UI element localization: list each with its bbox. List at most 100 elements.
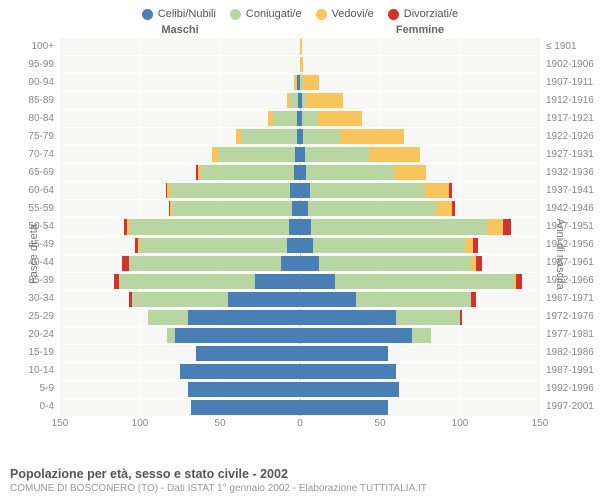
male-bar bbox=[60, 256, 300, 271]
legend-swatch bbox=[388, 9, 399, 20]
bar-segment bbox=[218, 147, 295, 162]
bar-segment bbox=[300, 274, 335, 289]
pyramid-row bbox=[60, 327, 540, 345]
bar-segment bbox=[132, 292, 228, 307]
female-bar bbox=[300, 382, 540, 397]
bar-segment bbox=[167, 328, 175, 343]
birth-label: 1967-1971 bbox=[542, 290, 600, 308]
bar-segment bbox=[292, 201, 300, 216]
header-male: Maschi bbox=[60, 24, 300, 36]
female-bar bbox=[300, 364, 540, 379]
bar-segment bbox=[170, 183, 290, 198]
male-bar bbox=[60, 147, 300, 162]
bar-segment bbox=[273, 111, 297, 126]
pyramid-row bbox=[60, 291, 540, 309]
pyramid-row bbox=[60, 218, 540, 236]
x-tick: 50 bbox=[374, 418, 385, 429]
bar-segment bbox=[290, 93, 298, 108]
bar-segment bbox=[148, 310, 188, 325]
footer: Popolazione per età, sesso e stato civil… bbox=[10, 467, 590, 494]
male-bar bbox=[60, 310, 300, 325]
male-bar bbox=[60, 39, 300, 54]
pyramid-row bbox=[60, 363, 540, 381]
birth-label: 1912-1916 bbox=[542, 92, 600, 110]
pyramid-row bbox=[60, 200, 540, 218]
pyramid-row bbox=[60, 399, 540, 416]
bar-segment bbox=[436, 201, 452, 216]
male-bar bbox=[60, 364, 300, 379]
bar-segment bbox=[302, 111, 318, 126]
female-bar bbox=[300, 201, 540, 216]
male-bar bbox=[60, 400, 300, 415]
male-bar bbox=[60, 238, 300, 253]
birth-label: 1902-1906 bbox=[542, 56, 600, 74]
birth-label: 1952-1956 bbox=[542, 236, 600, 254]
bar-segment bbox=[201, 165, 294, 180]
chart-title: Popolazione per età, sesso e stato civil… bbox=[10, 467, 590, 481]
birth-label: 1997-2001 bbox=[542, 398, 600, 416]
bar-segment bbox=[188, 310, 300, 325]
female-bar bbox=[300, 165, 540, 180]
bar-segment bbox=[308, 201, 436, 216]
female-bar bbox=[300, 219, 540, 234]
bar-segment bbox=[241, 129, 297, 144]
bar-segment bbox=[290, 183, 300, 198]
male-bar bbox=[60, 292, 300, 307]
bar-segment bbox=[306, 165, 394, 180]
bar-segment bbox=[188, 382, 300, 397]
bar-segment bbox=[449, 183, 452, 198]
bar-segment bbox=[306, 93, 343, 108]
bar-segment bbox=[487, 219, 503, 234]
bar-segment bbox=[281, 256, 300, 271]
bar-segment bbox=[191, 400, 300, 415]
birth-label: 1947-1951 bbox=[542, 218, 600, 236]
bar-segment bbox=[255, 274, 300, 289]
male-bar bbox=[60, 201, 300, 216]
bar-segment bbox=[335, 274, 514, 289]
bar-segment bbox=[300, 201, 308, 216]
female-bar bbox=[300, 274, 540, 289]
bar-segment bbox=[175, 328, 300, 343]
age-label: 25-29 bbox=[0, 308, 58, 326]
x-tick: 50 bbox=[214, 418, 225, 429]
female-bar bbox=[300, 111, 540, 126]
female-bar bbox=[300, 400, 540, 415]
bar-segment bbox=[476, 256, 482, 271]
birth-label: 1937-1941 bbox=[542, 182, 600, 200]
bar-segment bbox=[369, 147, 420, 162]
pyramid-row bbox=[60, 345, 540, 363]
age-label: 0-4 bbox=[0, 398, 58, 416]
header-female: Femmine bbox=[300, 24, 540, 36]
bar-segment bbox=[300, 39, 302, 54]
bar-segment bbox=[305, 147, 369, 162]
legend-swatch bbox=[230, 9, 241, 20]
chart: 100+95-9990-9485-8980-8475-7970-7465-696… bbox=[0, 38, 600, 416]
female-bar bbox=[300, 93, 540, 108]
bar-segment bbox=[313, 238, 465, 253]
gender-headers: Maschi Femmine bbox=[0, 24, 600, 38]
age-label: 85-89 bbox=[0, 92, 58, 110]
legend-swatch bbox=[316, 9, 327, 20]
age-label: 100+ bbox=[0, 38, 58, 56]
male-bar bbox=[60, 346, 300, 361]
female-bar bbox=[300, 310, 540, 325]
bar-segment bbox=[196, 346, 300, 361]
male-bar bbox=[60, 382, 300, 397]
bar-segment bbox=[310, 183, 425, 198]
pyramid-row bbox=[60, 273, 540, 291]
bar-segment bbox=[300, 183, 310, 198]
female-bar bbox=[300, 147, 540, 162]
male-bar bbox=[60, 129, 300, 144]
pyramid-row bbox=[60, 309, 540, 327]
age-label: 80-84 bbox=[0, 110, 58, 128]
x-tick: 0 bbox=[297, 418, 303, 429]
bar-segment bbox=[300, 400, 388, 415]
pyramid-row bbox=[60, 164, 540, 182]
birth-label: 1907-1911 bbox=[542, 74, 600, 92]
bar-segment bbox=[340, 129, 404, 144]
birth-label: 1982-1986 bbox=[542, 344, 600, 362]
x-tick: 100 bbox=[452, 418, 469, 429]
bar-segment bbox=[180, 364, 300, 379]
pyramid-row bbox=[60, 128, 540, 146]
legend-item: Celibi/Nubili bbox=[142, 8, 216, 20]
